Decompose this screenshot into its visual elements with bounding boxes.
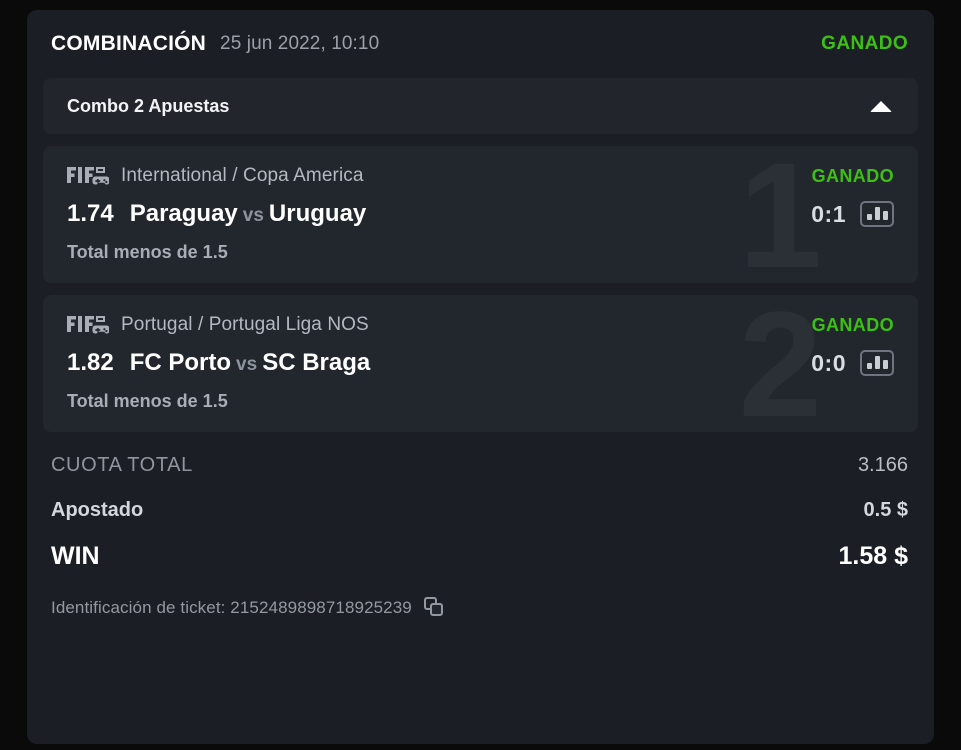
fifa-esports-icon	[67, 316, 109, 334]
bet-selection-card[interactable]: 2 Portugal / Portugal Liga NOS GANADO	[43, 295, 918, 432]
bet-market: Total menos de 1.5	[67, 242, 228, 262]
score-group: 0:0	[811, 350, 894, 377]
home-team: FC Porto	[129, 349, 232, 376]
stake-row: Apostado 0.5 $	[51, 499, 908, 522]
total-odds-row: CUOTA TOTAL 3.166	[51, 454, 908, 477]
score-group: 0:1	[811, 201, 894, 228]
total-odds-value: 3.166	[857, 454, 908, 476]
slip-header: COMBINACIÓN 25 jun 2022, 10:10 GANADO	[27, 10, 934, 78]
match-score: 0:1	[811, 200, 846, 227]
combo-label: Combo 2 Apuestas	[67, 95, 230, 116]
bet-league-row: International / Copa America GANADO	[67, 164, 894, 188]
bar-chart-icon[interactable]	[860, 201, 894, 227]
bet-match-row: 1.82 FC Porto vs SC Braga 0:0	[67, 349, 894, 377]
combo-header-row[interactable]: Combo 2 Apuestas	[43, 78, 918, 134]
ticket-id-text: Identificación de ticket: 21524898987189…	[51, 598, 412, 617]
status-badge: GANADO	[821, 33, 908, 54]
slip-timestamp: 25 jun 2022, 10:10	[220, 33, 380, 54]
bet-slip-card: COMBINACIÓN 25 jun 2022, 10:10 GANADO Co…	[27, 10, 934, 744]
vs-separator: vs	[242, 205, 264, 226]
match-score: 0:0	[811, 349, 846, 376]
bet-selection-card[interactable]: 1 International / Copa America GANADO	[43, 146, 918, 283]
copy-icon[interactable]	[423, 597, 446, 619]
win-row: WIN 1.58 $	[51, 542, 908, 571]
home-team: Paraguay	[129, 200, 238, 227]
page-title: COMBINACIÓN	[51, 32, 207, 55]
bet-odds: 1.74	[67, 200, 114, 227]
win-value: 1.58 $	[838, 542, 908, 570]
match-teams: Paraguay vs Uruguay	[130, 200, 367, 228]
bet-status-badge: GANADO	[811, 165, 894, 186]
league-name: International / Copa America	[121, 165, 364, 186]
match-teams: FC Porto vs SC Braga	[130, 349, 371, 377]
bet-status-badge: GANADO	[811, 314, 894, 335]
vs-separator: vs	[236, 354, 258, 375]
bar-chart-icon[interactable]	[860, 350, 894, 376]
ticket-id-row: Identificación de ticket: 21524898987189…	[51, 597, 908, 619]
bet-odds: 1.82	[67, 349, 114, 376]
triangle-up-icon[interactable]	[868, 93, 894, 119]
bet-match-row: 1.74 Paraguay vs Uruguay 0:1	[67, 200, 894, 228]
total-odds-label: CUOTA TOTAL	[51, 454, 193, 476]
fifa-esports-icon	[67, 167, 109, 185]
bet-market: Total menos de 1.5	[67, 391, 228, 411]
away-team: SC Braga	[262, 349, 371, 376]
bet-league-row: Portugal / Portugal Liga NOS GANADO	[67, 313, 894, 337]
away-team: Uruguay	[268, 200, 367, 227]
league-name: Portugal / Portugal Liga NOS	[121, 314, 369, 335]
win-label: WIN	[51, 542, 100, 570]
stake-value: 0.5 $	[863, 499, 908, 521]
slip-summary: CUOTA TOTAL 3.166 Apostado 0.5 $ WIN 1.5…	[27, 432, 934, 619]
stake-label: Apostado	[51, 499, 144, 521]
